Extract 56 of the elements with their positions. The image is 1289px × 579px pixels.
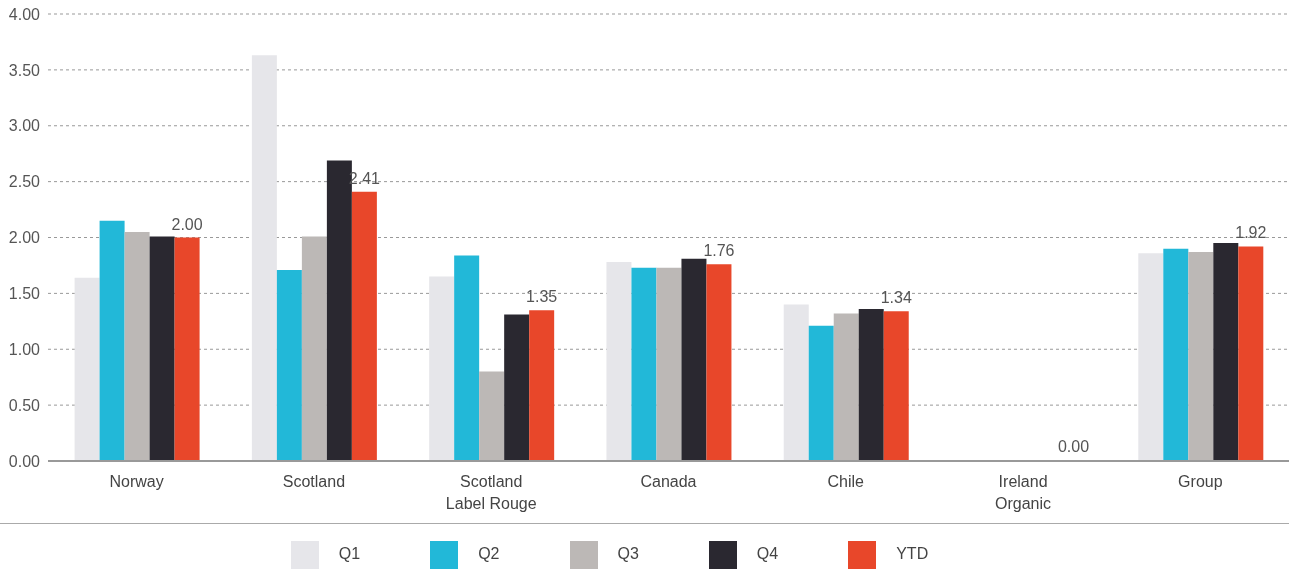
bar [429, 276, 455, 461]
x-tick-label: Chile [827, 473, 865, 490]
bar [174, 237, 200, 461]
data-label: 1.35 [526, 288, 558, 306]
bar [504, 314, 530, 461]
bar [1138, 253, 1164, 461]
bar [251, 55, 277, 461]
legend-label: Q2 [478, 545, 500, 563]
bar [656, 267, 682, 461]
y-tick-label: 0.00 [8, 452, 41, 470]
y-tick-label: 1.50 [8, 285, 41, 303]
y-tick-label: 1.00 [8, 340, 41, 358]
bar [606, 262, 632, 461]
bar [351, 191, 377, 461]
bar [301, 236, 327, 461]
legend-label: Q1 [338, 545, 361, 563]
bar [74, 277, 100, 461]
bar [1238, 246, 1264, 461]
x-tick-label: Scotland Label Rouge [445, 473, 537, 512]
bar [681, 258, 707, 461]
y-tick-label: 2.50 [8, 173, 41, 191]
legend-label: Q4 [756, 545, 779, 563]
bar [1213, 243, 1239, 461]
bar [783, 304, 809, 461]
bar [149, 236, 175, 461]
legend-label: YTD [896, 545, 929, 563]
bar [706, 264, 732, 461]
data-label: 0.00 [1057, 438, 1090, 455]
x-tick-label: Group [1178, 473, 1223, 490]
data-label: 1.76 [703, 242, 735, 260]
x-tick-label: Norway [109, 473, 164, 490]
x-tick-label: Canada [640, 473, 697, 490]
bar [1188, 252, 1214, 461]
bar [808, 325, 834, 461]
bar [883, 311, 909, 461]
bar [858, 309, 884, 461]
bar [833, 313, 859, 461]
legend-label: Q3 [617, 545, 639, 563]
bar [276, 269, 302, 461]
bar [529, 310, 555, 461]
bar [631, 267, 657, 461]
x-tick-label: Ireland Organic [995, 473, 1052, 512]
data-label: 2.00 [171, 215, 203, 233]
bar [1163, 248, 1189, 461]
data-label: 1.92 [1235, 224, 1267, 242]
y-tick-label: 0.50 [8, 396, 41, 414]
y-tick-label: 3.00 [8, 117, 41, 135]
bar [454, 255, 480, 461]
bar [479, 371, 505, 461]
y-tick-label: 3.50 [8, 61, 41, 79]
data-label: 1.34 [880, 289, 912, 307]
bar [124, 231, 150, 461]
y-tick-label: 4.00 [8, 5, 41, 23]
y-tick-label: 2.00 [8, 229, 41, 247]
bar [99, 220, 125, 461]
x-tick-label: Scotland [282, 473, 346, 490]
